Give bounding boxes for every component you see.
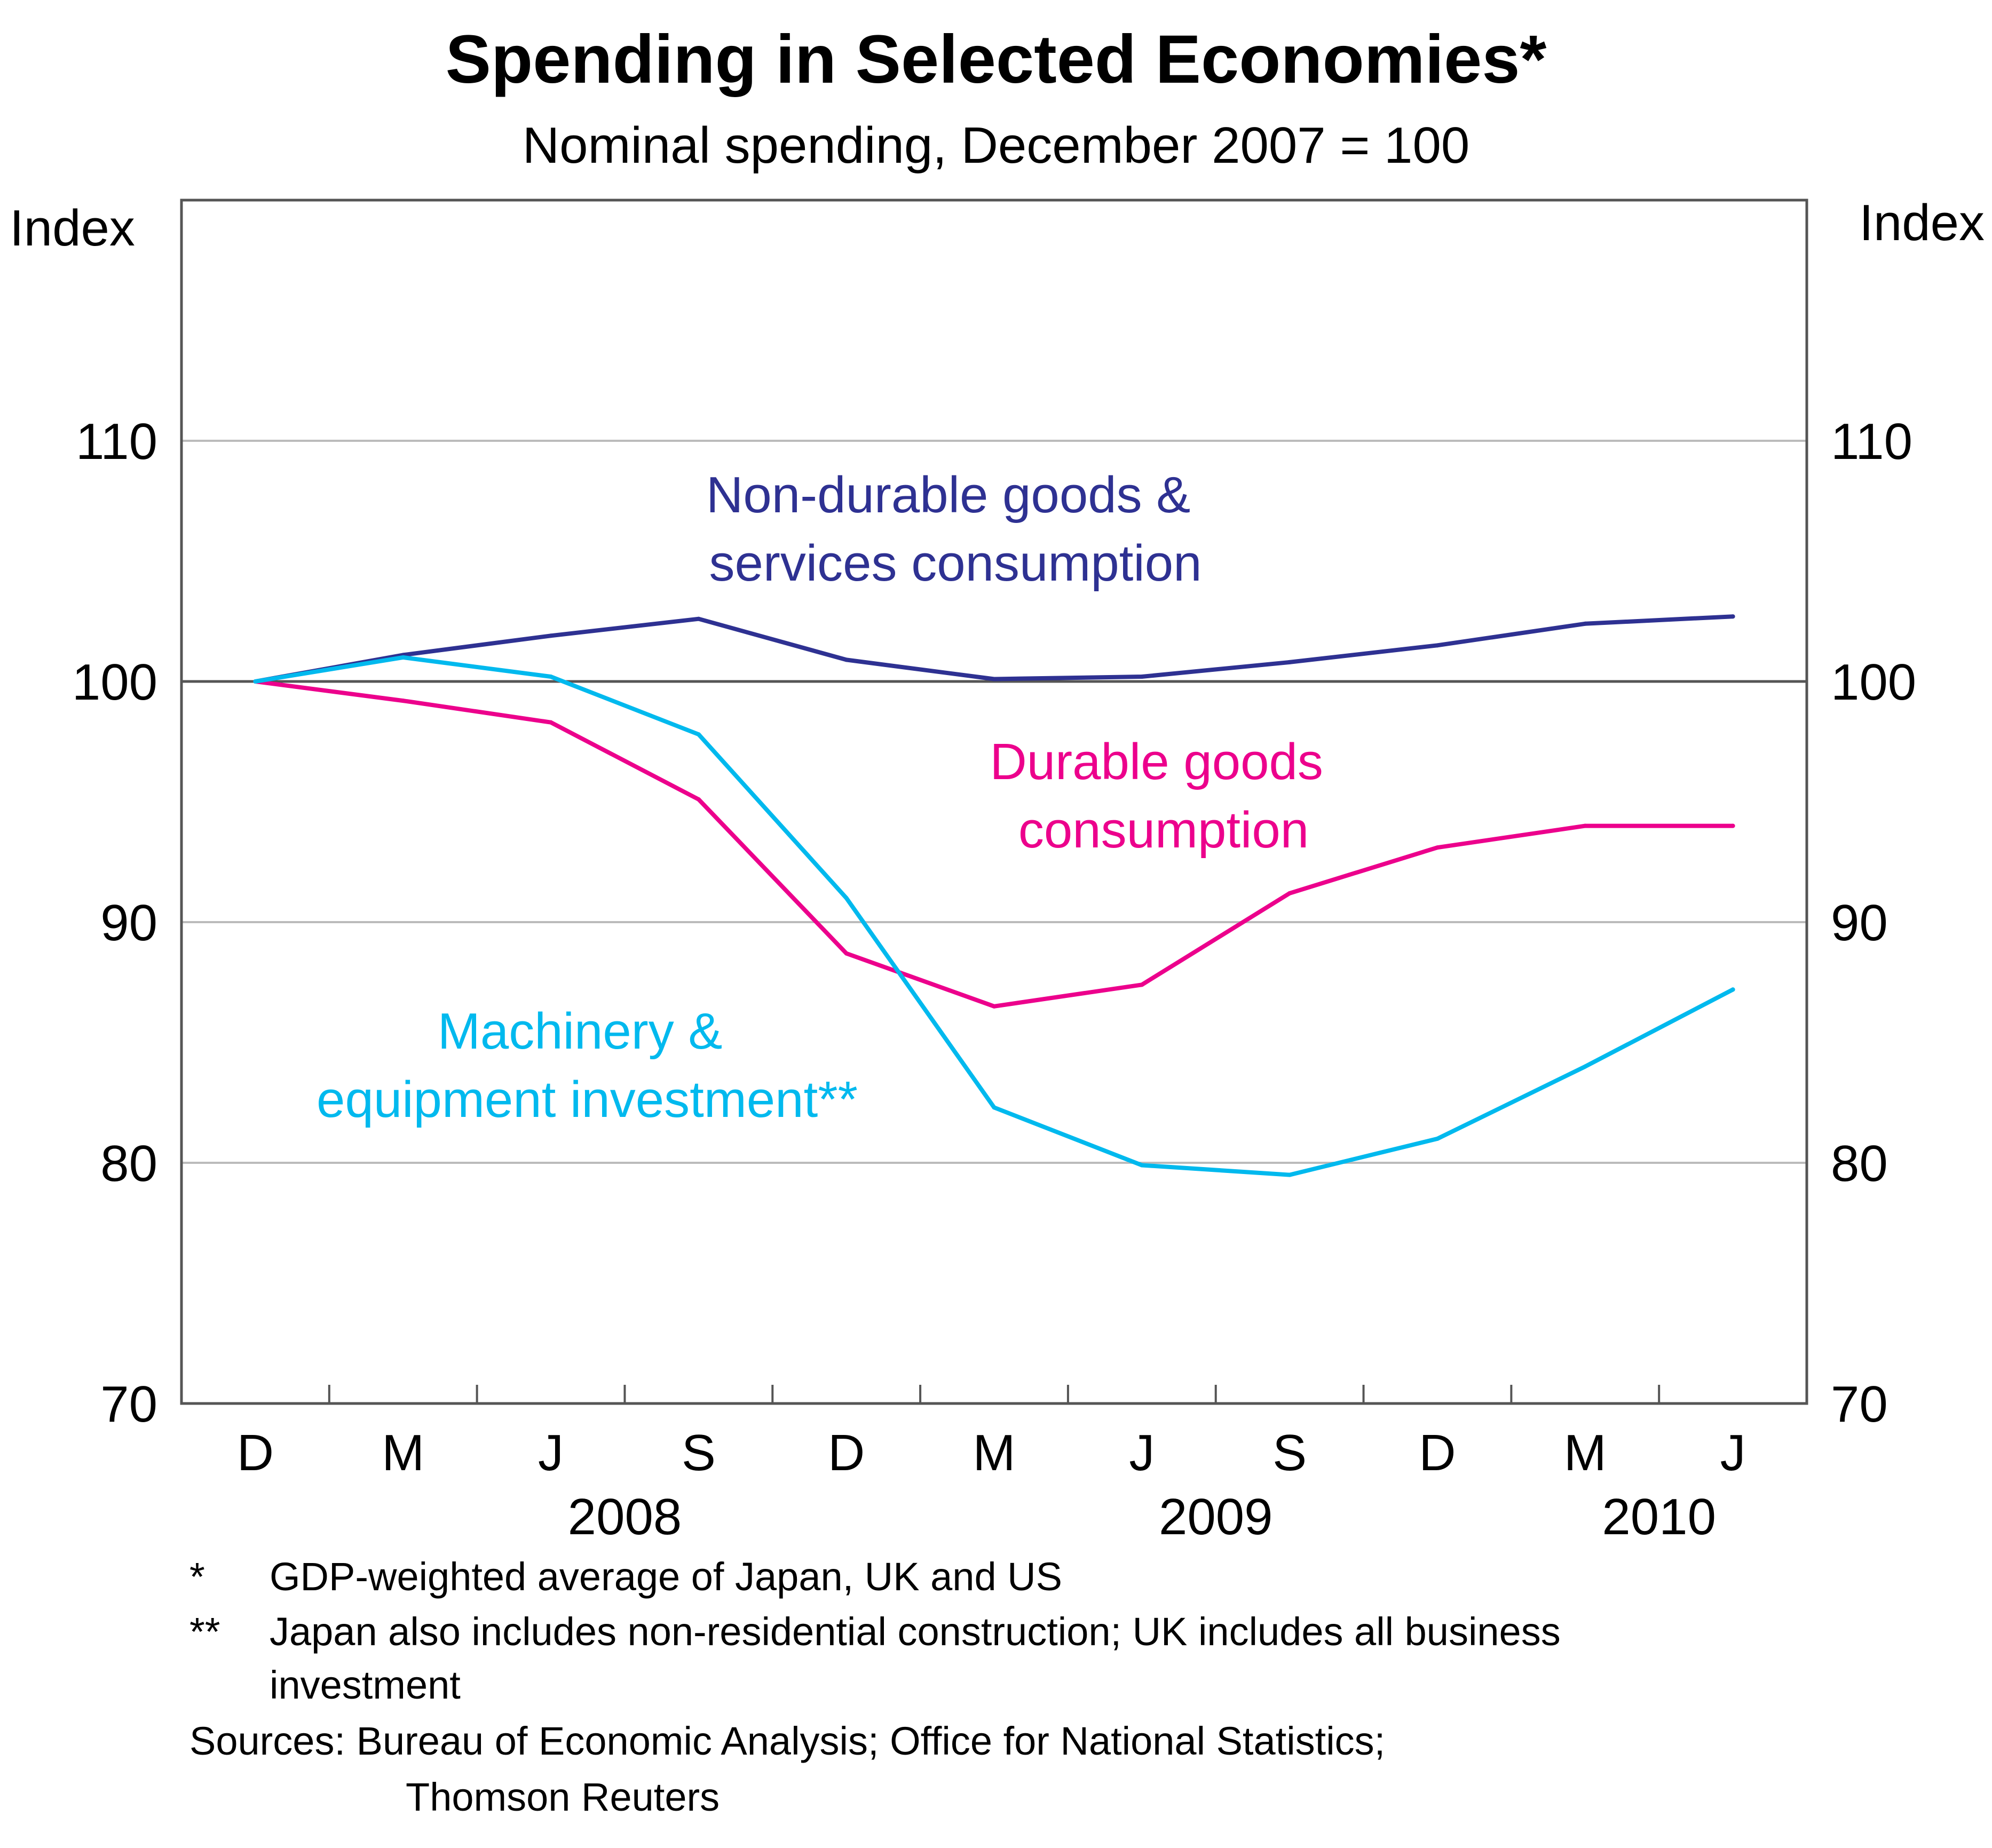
series-label-machinery-line2: equipment investment** [317, 1071, 858, 1128]
series-label-machinery: Machinery & equipment investment** [317, 1003, 858, 1128]
data-point-machinery-0 [253, 679, 257, 684]
series-label-durable-line1: Durable goods [990, 733, 1323, 790]
y-tick-label-right-80: 80 [1831, 1135, 1888, 1192]
y-tick-label-left-90: 90 [100, 894, 157, 951]
data-point-durable-1 [401, 699, 405, 703]
data-point-machinery-1 [401, 655, 405, 660]
x-tick-label-2: J [538, 1424, 564, 1481]
y-tick-label-left-80: 80 [100, 1135, 157, 1192]
data-point-durable-5 [992, 1004, 997, 1009]
y-tick-label-left-70: 70 [100, 1376, 157, 1433]
data-point-nondurable-4 [844, 657, 849, 662]
x-tick-label-3: S [682, 1424, 716, 1481]
x-tick-label-9: M [1564, 1424, 1607, 1481]
data-point-machinery-6 [1140, 1163, 1144, 1168]
data-point-machinery-9 [1583, 1065, 1587, 1069]
y-tick-label-left-100: 100 [72, 654, 157, 711]
series-label-nondurable-line1: Non-durable goods & [706, 466, 1190, 524]
y-tick-label-right-90: 90 [1831, 894, 1888, 951]
data-point-durable-2 [549, 720, 553, 725]
x-year-label-2008: 2008 [568, 1488, 682, 1545]
sources-line1: Sources: Bureau of Economic Analysis; Of… [189, 1719, 1385, 1763]
data-point-durable-3 [697, 797, 701, 802]
note-dstar-text-line1: Japan also includes non-residential cons… [270, 1609, 1561, 1654]
data-point-machinery-10 [1731, 987, 1735, 992]
data-point-nondurable-9 [1583, 622, 1587, 626]
data-point-machinery-7 [1287, 1173, 1292, 1177]
x-year-label-2010: 2010 [1602, 1488, 1716, 1545]
data-point-machinery-4 [844, 896, 849, 900]
x-tick-label-5: M [973, 1424, 1016, 1481]
series-label-machinery-line1: Machinery & [438, 1003, 723, 1060]
x-tick-label-8: D [1419, 1424, 1456, 1481]
plot-frame [181, 200, 1807, 1403]
y-tick-label-right-100: 100 [1831, 654, 1916, 711]
y-tick-labels-left: 70 80 90 100 110 [72, 413, 157, 1433]
y-tick-label-right-70: 70 [1831, 1376, 1888, 1433]
data-point-nondurable-7 [1287, 660, 1292, 664]
data-point-durable-8 [1435, 845, 1440, 850]
series-label-durable: Durable goods consumption [990, 733, 1337, 859]
data-point-durable-10 [1731, 824, 1735, 828]
data-point-machinery-3 [697, 732, 701, 736]
data-point-nondurable-5 [992, 677, 997, 681]
data-point-durable-7 [1287, 891, 1292, 895]
y-axis-left-label: Index [10, 200, 135, 257]
data-point-nondurable-3 [697, 617, 701, 621]
note-star-text: GDP-weighted average of Japan, UK and US [270, 1554, 1062, 1599]
x-tick-label-10: J [1720, 1424, 1746, 1481]
data-point-durable-4 [844, 951, 849, 956]
note-dstar-text-line2: investment [270, 1663, 461, 1707]
chart-subtitle: Nominal spending, December 2007 = 100 [523, 117, 1469, 174]
data-point-nondurable-2 [549, 633, 553, 638]
series-label-nondurable-line2: services consumption [709, 535, 1201, 592]
x-tick-label-0: D [237, 1424, 274, 1481]
y-axis-right-label: Index [1859, 194, 1985, 251]
x-tick-label-7: S [1272, 1424, 1307, 1481]
y-tick-labels-right: 70 80 90 100 110 [1831, 413, 1916, 1433]
x-year-labels: 2008 2009 2010 [568, 1488, 1716, 1545]
x-tick-marks [329, 1385, 1659, 1403]
x-tick-label-6: J [1129, 1424, 1155, 1481]
x-tick-label-4: D [828, 1424, 865, 1481]
x-year-label-2009: 2009 [1159, 1488, 1273, 1545]
note-star-marker: * [189, 1554, 205, 1599]
x-tick-label-1: M [382, 1424, 424, 1481]
data-point-machinery-2 [549, 675, 553, 679]
y-tick-label-left-110: 110 [76, 413, 157, 470]
data-point-nondurable-8 [1435, 643, 1440, 647]
data-point-durable-6 [1140, 982, 1144, 987]
y-tick-label-right-110: 110 [1831, 413, 1912, 470]
data-point-machinery-8 [1435, 1137, 1440, 1141]
sources-line2: Thomson Reuters [406, 1775, 720, 1819]
note-dstar-marker: ** [189, 1609, 220, 1654]
series-label-nondurable: Non-durable goods & services consumption [706, 466, 1205, 592]
series-line-nondurable [255, 616, 1733, 681]
series-label-durable-line2: consumption [1018, 802, 1309, 859]
data-point-nondurable-6 [1140, 675, 1144, 679]
series-line-durable [255, 681, 1733, 1006]
data-point-machinery-5 [992, 1105, 997, 1109]
data-point-durable-9 [1583, 824, 1587, 828]
data-point-nondurable-10 [1731, 614, 1735, 618]
chart-title: Spending in Selected Economies* [446, 21, 1547, 98]
